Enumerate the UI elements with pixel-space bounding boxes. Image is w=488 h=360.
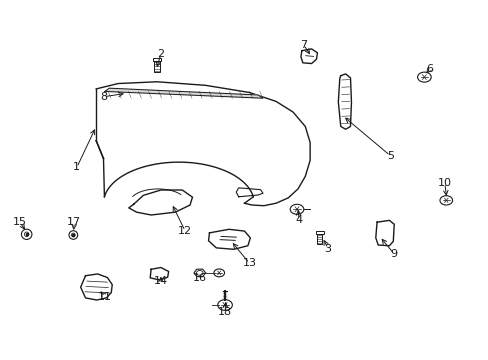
Text: 7: 7 [300, 40, 307, 50]
Text: 10: 10 [437, 178, 451, 188]
Text: 15: 15 [13, 217, 27, 227]
Bar [316, 231, 323, 234]
Text: 18: 18 [218, 307, 232, 317]
Text: 6: 6 [426, 64, 433, 73]
Bar [317, 234, 322, 244]
Text: 8: 8 [100, 92, 107, 102]
Bar [154, 61, 160, 72]
Text: 12: 12 [178, 226, 192, 236]
Text: 2: 2 [157, 49, 164, 59]
Text: 3: 3 [324, 244, 331, 253]
Text: 5: 5 [386, 151, 393, 161]
Text: 17: 17 [67, 217, 81, 227]
Text: 11: 11 [98, 292, 112, 302]
Text: 14: 14 [154, 276, 167, 287]
Text: 13: 13 [242, 258, 256, 268]
Bar [153, 58, 161, 61]
Polygon shape [105, 88, 263, 98]
Text: 9: 9 [390, 249, 397, 259]
Text: 1: 1 [73, 162, 80, 172]
Text: 16: 16 [192, 273, 206, 283]
Text: 4: 4 [295, 215, 302, 225]
